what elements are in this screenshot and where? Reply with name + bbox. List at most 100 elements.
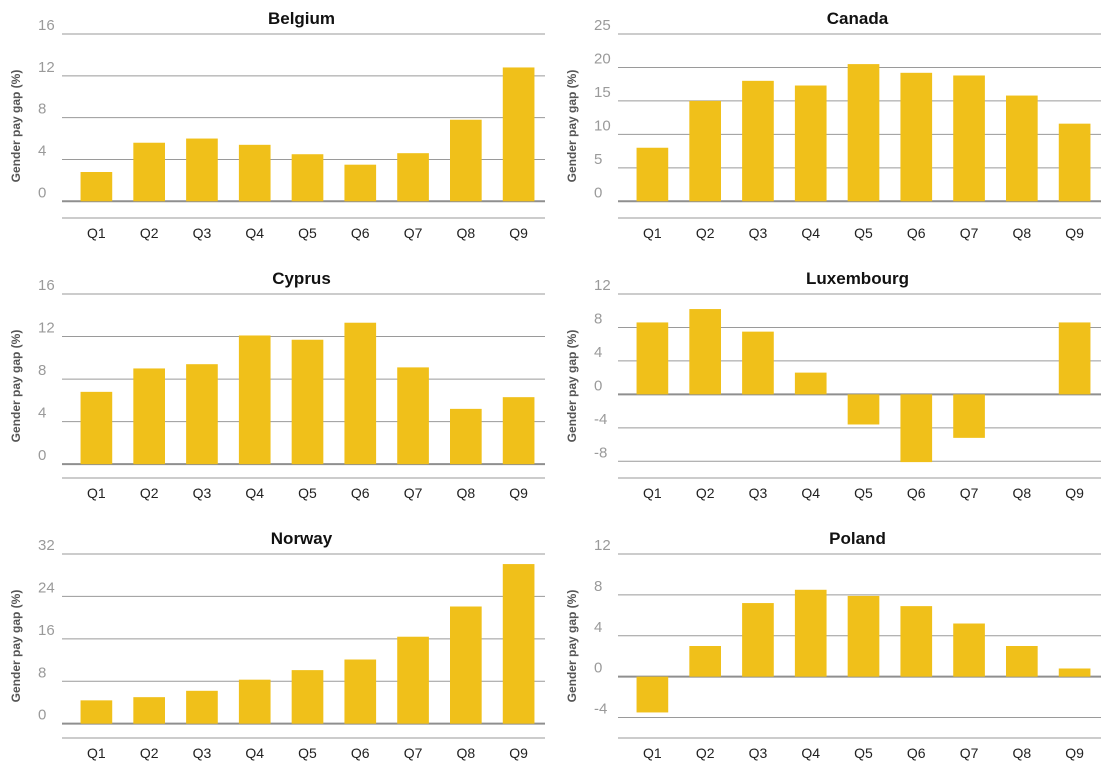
bar-q4 <box>238 144 271 202</box>
bar-q4 <box>238 335 271 465</box>
bar-q8 <box>1006 646 1038 677</box>
x-tick-label: Q1 <box>643 225 662 241</box>
x-tick-label: Q1 <box>87 485 106 501</box>
chart-panel-canada: Canada Gender pay gap (%) 0 5 10 15 20 25 Q1 Q2 Q3… <box>556 0 1101 250</box>
y-tick-label: 0 <box>594 377 602 394</box>
chart-title: Cyprus <box>272 269 331 288</box>
bar-q9 <box>1058 668 1091 677</box>
y-axis-label: Gender pay gap (%) <box>9 590 23 703</box>
bar-q4 <box>238 679 271 724</box>
bar-q2 <box>133 142 165 202</box>
bar-q7 <box>953 623 985 677</box>
x-tick-label: Q9 <box>509 745 528 761</box>
x-tick-label: Q6 <box>907 485 926 501</box>
x-tick-label: Q3 <box>749 745 768 761</box>
y-tick-label: 24 <box>38 579 55 596</box>
x-tick-label: Q6 <box>351 745 370 761</box>
y-axis-label: Gender pay gap (%) <box>9 70 23 183</box>
x-tick-label: Q1 <box>643 485 662 501</box>
x-tick-label: Q5 <box>298 225 317 241</box>
bar-q3 <box>742 80 774 202</box>
bar-q6 <box>344 322 377 465</box>
x-tick-label: Q4 <box>801 225 820 241</box>
chart-svg: Canada Gender pay gap (%) 0 5 10 15 20 25 Q1 Q2 Q3… <box>565 9 1101 241</box>
x-tick-label: Q8 <box>456 745 475 761</box>
x-tick-label: Q6 <box>907 745 926 761</box>
x-tick-label: Q1 <box>87 745 106 761</box>
bar-q5 <box>847 64 880 202</box>
bar-q2 <box>689 646 721 677</box>
bar-q8 <box>450 119 482 202</box>
x-tick-label: Q9 <box>509 225 528 241</box>
chart-panel-norway: Norway Gender pay gap (%) 0 8 16 24 32 Q1 Q2 Q3 Q4… <box>0 520 545 770</box>
bar-q3 <box>742 603 774 677</box>
x-tick-label: Q5 <box>854 745 873 761</box>
x-tick-label: Q3 <box>749 225 768 241</box>
x-tick-label: Q8 <box>1012 225 1031 241</box>
bar-q9 <box>1058 123 1091 202</box>
chart-panel-belgium: Belgium Gender pay gap (%) 0 4 8 12 16 Q1 Q2 Q3 Q4… <box>0 0 545 250</box>
y-tick-label: 0 <box>594 660 602 677</box>
chart-svg: Cyprus Gender pay gap (%) 0 4 8 12 16 Q1 Q2 Q3 Q4 Q… <box>9 269 545 501</box>
bar-q7 <box>397 153 429 202</box>
bar-q4 <box>794 589 827 677</box>
y-tick-label: 4 <box>38 405 46 422</box>
x-tick-label: Q3 <box>749 485 768 501</box>
x-tick-label: Q5 <box>298 485 317 501</box>
bar-q5 <box>847 595 880 677</box>
bar-q1 <box>636 676 669 713</box>
x-tick-label: Q7 <box>960 745 979 761</box>
y-tick-label: 8 <box>38 101 46 118</box>
bar-q8 <box>450 606 482 724</box>
x-tick-label: Q2 <box>696 745 715 761</box>
bar-q7 <box>397 367 429 465</box>
x-tick-label: Q2 <box>696 225 715 241</box>
y-tick-label: 8 <box>594 310 602 327</box>
y-tick-label: 10 <box>594 117 611 134</box>
y-tick-label: 16 <box>38 277 55 294</box>
chart-svg: Poland Gender pay gap (%) -4 0 4 8 12 Q1 Q2 Q3 Q4 Q… <box>565 529 1101 761</box>
y-tick-label: 0 <box>38 447 46 464</box>
y-tick-label: 5 <box>594 151 602 168</box>
x-tick-label: Q7 <box>404 225 423 241</box>
x-tick-label: Q4 <box>801 745 820 761</box>
x-tick-label: Q2 <box>696 485 715 501</box>
bar-q6 <box>900 606 933 677</box>
x-tick-label: Q7 <box>404 745 423 761</box>
y-axis-label: Gender pay gap (%) <box>9 330 23 443</box>
bar-q9 <box>502 564 535 724</box>
bar-q1 <box>80 172 113 202</box>
chart-panel-cyprus: Cyprus Gender pay gap (%) 0 4 8 12 16 Q1 Q2 Q3 Q4 Q… <box>0 260 545 510</box>
y-tick-label: 12 <box>38 59 55 76</box>
y-tick-label: -8 <box>594 444 607 461</box>
x-tick-label: Q3 <box>193 225 212 241</box>
x-tick-label: Q2 <box>140 485 159 501</box>
x-tick-label: Q7 <box>404 485 423 501</box>
x-tick-label: Q7 <box>960 485 979 501</box>
bar-q9 <box>1058 322 1091 395</box>
bar-q7 <box>953 75 985 202</box>
bar-q7 <box>953 394 985 438</box>
bar-q1 <box>636 322 669 395</box>
x-tick-label: Q4 <box>245 745 264 761</box>
chart-panel-poland: Poland Gender pay gap (%) -4 0 4 8 12 Q1 Q2 Q3 Q4 Q… <box>556 520 1101 770</box>
bar-q8 <box>450 408 482 465</box>
chart-title: Canada <box>827 9 889 28</box>
y-tick-label: 25 <box>594 17 611 34</box>
y-axis-label: Gender pay gap (%) <box>565 330 579 443</box>
x-tick-label: Q4 <box>801 485 820 501</box>
y-tick-label: 16 <box>38 17 55 34</box>
x-tick-label: Q8 <box>1012 745 1031 761</box>
y-tick-label: 15 <box>594 84 611 101</box>
x-tick-label: Q9 <box>509 485 528 501</box>
y-axis-label: Gender pay gap (%) <box>565 590 579 703</box>
bar-q2 <box>133 368 165 465</box>
bar-q2 <box>689 100 721 202</box>
bar-q4 <box>794 85 827 202</box>
x-tick-label: Q3 <box>193 485 212 501</box>
y-tick-label: 32 <box>38 537 55 554</box>
bar-q5 <box>291 339 324 465</box>
x-tick-label: Q6 <box>907 225 926 241</box>
x-tick-label: Q8 <box>1012 485 1031 501</box>
x-tick-label: Q8 <box>456 225 475 241</box>
